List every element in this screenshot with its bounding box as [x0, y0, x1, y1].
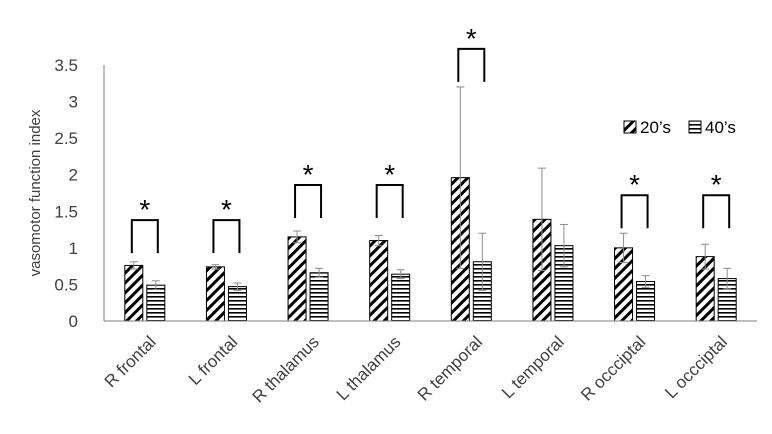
errorbar-r-thalamus-20s	[293, 230, 302, 244]
significance-bracket	[130, 219, 159, 254]
significance-star: *	[221, 194, 232, 225]
errorbar-r-frontal-20s	[129, 261, 138, 270]
significance-r-thalamus: *	[294, 159, 323, 218]
y-tick-label: 2	[69, 166, 78, 185]
errorbar-l-temporal-20s	[537, 167, 546, 272]
significance-star: *	[711, 169, 722, 200]
errorbar-l-occciptal-40s	[723, 267, 732, 290]
y-tick-label: 3.5	[54, 56, 78, 75]
legend-swatch	[623, 120, 637, 134]
significance-r-occciptal: *	[620, 169, 649, 229]
significance-bracket	[702, 194, 731, 229]
y-tick-label: 1.5	[54, 202, 78, 221]
bar-marks	[124, 177, 737, 322]
errorbar-r-temporal-20s	[456, 86, 465, 269]
bar-r-frontal-40s	[146, 284, 166, 322]
y-axis-ticks: 0 0.5 1 1.5 2 2.5 3 3.5	[54, 56, 78, 331]
legend-item-40s: 40’s	[688, 118, 736, 137]
errorbar-r-occciptal-40s	[641, 275, 650, 288]
y-axis-title: vasomotor function index	[27, 109, 44, 276]
significance-bracket	[375, 183, 404, 218]
bar-l-thalamus-40s	[391, 273, 411, 322]
x-tick-label-r-frontal: R frontal	[101, 332, 160, 391]
significance-l-frontal: *	[212, 194, 241, 254]
significance-bracket	[212, 219, 241, 254]
significance-star: *	[303, 159, 314, 190]
legend-label: 40’s	[705, 118, 736, 137]
significance-bracket	[457, 47, 486, 82]
errorbar-l-thalamus-20s	[374, 234, 383, 247]
errorbar-r-frontal-40s	[151, 280, 160, 291]
bar-r-thalamus-20s	[287, 236, 307, 322]
significance-bracket	[620, 194, 649, 229]
legend-swatch	[688, 120, 702, 134]
legend-label: 20’s	[640, 118, 671, 137]
errorbar-r-thalamus-40s	[315, 267, 324, 278]
significance-l-occciptal: *	[702, 169, 731, 229]
significance-star: *	[139, 194, 150, 225]
error-bars	[129, 86, 732, 291]
errorbar-l-frontal-40s	[233, 282, 242, 291]
bar-r-thalamus-40s	[309, 272, 329, 322]
bar-l-frontal-40s	[227, 286, 247, 322]
legend: 20’s 40’s	[623, 118, 736, 137]
x-tick-label-r-thalamus: R thalamus	[249, 332, 323, 406]
significance-r-frontal: *	[130, 194, 159, 254]
errorbar-l-thalamus-40s	[396, 269, 405, 280]
x-tick-label-l-occciptal: L occciptal	[661, 332, 731, 402]
bar-l-frontal-20s	[205, 266, 225, 322]
x-axis-labels: R frontal L frontal R thalamus L thalamus R …	[101, 332, 731, 406]
errorbar-l-temporal-40s	[559, 223, 568, 268]
significance-r-temporal: *	[457, 23, 486, 82]
x-tick-label-l-thalamus: L thalamus	[333, 332, 405, 404]
bar-l-thalamus-20s	[369, 240, 389, 322]
errorbar-l-frontal-20s	[211, 264, 220, 270]
errorbar-l-occciptal-20s	[701, 243, 710, 270]
x-tick-label-l-temporal: L temporal	[498, 332, 568, 402]
legend-item-20s: 20’s	[623, 118, 671, 137]
x-tick-label-l-frontal: L frontal	[185, 332, 241, 388]
y-tick-label: 3	[69, 93, 78, 112]
y-tick-label: 0.5	[54, 275, 78, 294]
y-tick-label: 0	[69, 312, 78, 331]
errorbar-r-temporal-40s	[478, 232, 487, 291]
y-tick-label: 1	[69, 239, 78, 258]
y-tick-label: 2.5	[54, 129, 78, 148]
significance-star: *	[629, 169, 640, 200]
significance-star: *	[384, 159, 395, 190]
significance-bracket	[294, 183, 323, 218]
x-tick-label-r-temporal: R temporal	[414, 332, 486, 404]
x-tick-label-r-occciptal: R occciptal	[577, 332, 649, 404]
errorbar-r-occciptal-20s	[619, 232, 628, 263]
significance-star: *	[466, 23, 477, 54]
significance-brackets: * * * * * * *	[130, 23, 731, 254]
bar-r-frontal-20s	[124, 264, 144, 322]
significance-l-thalamus: *	[375, 159, 404, 218]
